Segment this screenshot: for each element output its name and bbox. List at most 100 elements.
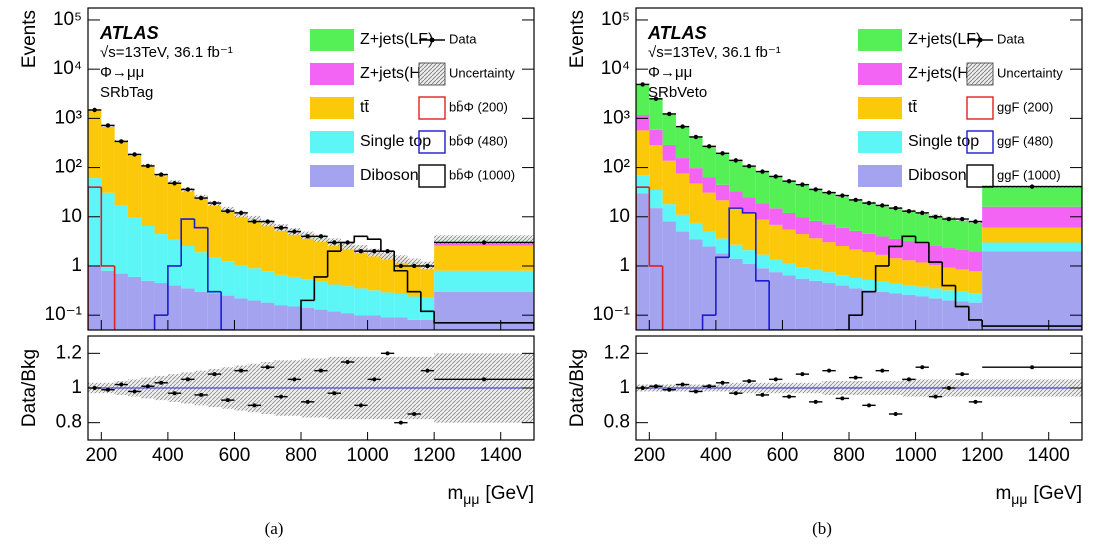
y-tick-label: 10⁴: [601, 58, 630, 79]
data-marker: [826, 190, 832, 195]
signal-line: [88, 350, 101, 364]
data-point: [247, 219, 262, 224]
stack-bar: [729, 258, 743, 330]
stack-bar: [88, 110, 102, 179]
data-point: [649, 96, 663, 101]
ratio-y-tick-label: 1: [619, 377, 630, 398]
data-marker: [145, 163, 151, 169]
legend-label: bb̄Φ (1000): [449, 167, 515, 182]
stack-bar: [274, 228, 288, 275]
legend-swatch: [418, 62, 446, 86]
stack-bar: [234, 265, 248, 299]
stack-bar: [755, 219, 770, 255]
ratio-y-tick-label: 1.2: [604, 342, 630, 363]
data-point: [167, 181, 182, 186]
ratio-marker: [385, 351, 390, 356]
ratio-point: [407, 412, 421, 416]
stack-bar: [114, 141, 128, 206]
stack-bar: [942, 300, 956, 330]
signal-line: [366, 236, 381, 241]
uncertainty-band: [434, 235, 534, 244]
stack-bar: [822, 192, 836, 225]
legend-label: ggF (1000): [997, 167, 1061, 182]
ratio-marker: [212, 372, 217, 377]
ratio-point: [755, 392, 770, 397]
data-point: [849, 197, 863, 203]
stack-bar: [380, 257, 395, 293]
x-axis-label: mμμ [GeV]: [447, 483, 534, 507]
stack-bar: [354, 315, 368, 330]
signal-line: [982, 350, 1082, 364]
ratio-marker: [720, 380, 725, 385]
stack-bar: [221, 261, 235, 296]
x-tick-label: 1000: [894, 445, 936, 466]
y-tick-label: 10⁵: [601, 9, 630, 30]
ratio-marker: [693, 389, 698, 394]
process-label: Φ→μμ: [648, 64, 692, 81]
legend-label: Data: [449, 31, 477, 46]
data-marker: [265, 219, 270, 224]
data-marker: [305, 234, 310, 239]
stack-bar: [769, 208, 783, 225]
stack-bar: [301, 279, 315, 308]
legend-label: Z+jets(HF): [360, 65, 436, 82]
data-marker: [653, 96, 659, 101]
stack-bar: [769, 272, 783, 330]
legend-data-marker: [429, 37, 435, 43]
ratio-marker: [172, 391, 177, 396]
legend-label: tt̄: [908, 99, 917, 116]
data-marker: [358, 248, 364, 254]
data-marker: [1029, 184, 1035, 189]
y-tick-label: 10⁻¹: [45, 304, 83, 325]
data-point: [875, 203, 889, 208]
data-point: [181, 187, 195, 192]
stack-bar: [928, 264, 943, 289]
stack-bar: [742, 213, 756, 251]
stack-bar: [407, 296, 421, 320]
data-point: [862, 200, 876, 206]
ratio-y-tick-label: 1: [71, 377, 82, 398]
stack-bar: [301, 236, 315, 280]
data-marker: [813, 187, 818, 192]
stack-bar: [662, 144, 676, 161]
data-marker: [252, 219, 257, 224]
stack-bar: [782, 181, 796, 213]
stack-bar: [636, 115, 650, 131]
stack-bar: [649, 98, 663, 130]
stack-bar: [928, 245, 943, 265]
ratio-marker: [880, 368, 885, 373]
signal-line: [100, 187, 115, 267]
data-marker: [292, 229, 297, 234]
stack-bar: [394, 293, 408, 318]
stack-bar: [915, 243, 929, 263]
stack-bar: [809, 189, 823, 221]
ratio-marker: [332, 391, 337, 396]
ratio-plot: [636, 365, 1082, 416]
data-marker: [840, 193, 845, 198]
experiment-label: ATLAS: [99, 23, 159, 43]
data-point: [942, 216, 956, 222]
panel: 10⁻¹ 1 10 10² 10³ 10⁴ 10⁵ 0.8 1 1.2 200 400 600 800 10…: [567, 7, 1083, 538]
stack-bar: [849, 288, 863, 330]
signal-line: [914, 236, 929, 244]
x-tick-label: 400: [152, 445, 184, 466]
ratio-marker: [667, 387, 672, 392]
legend-label: Z+jets(LF): [908, 31, 981, 48]
ratio-point: [287, 377, 302, 382]
data-point: [955, 216, 969, 222]
signal-line: [901, 235, 916, 247]
stack-bar: [420, 267, 435, 298]
y-tick-label: 10: [61, 206, 82, 227]
ratio-marker: [225, 398, 230, 403]
ratio-point: [675, 382, 690, 387]
stack-bar: [862, 202, 876, 234]
stack-bar: [875, 205, 889, 237]
stack-bar: [434, 245, 534, 271]
ratio-point: [367, 377, 381, 382]
ratio-point: [207, 372, 222, 377]
data-point: [809, 187, 823, 192]
stack-bar: [675, 158, 690, 174]
data-marker: [853, 197, 858, 203]
stack-bar: [221, 295, 235, 330]
